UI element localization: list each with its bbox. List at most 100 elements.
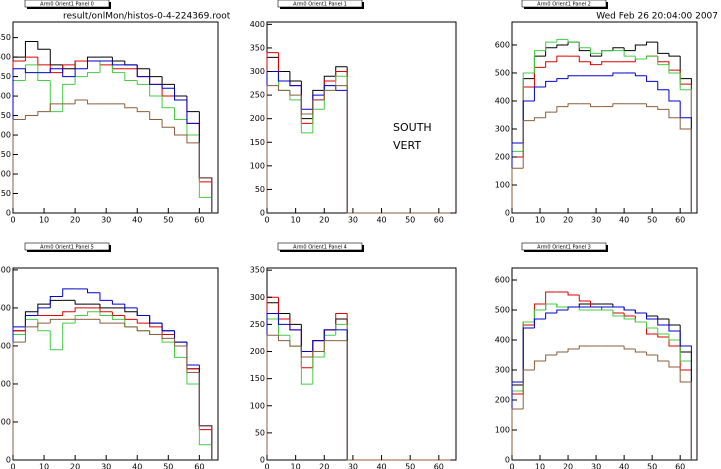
histogram-bin <box>623 307 636 311</box>
x-tick-label: 10 <box>291 463 301 469</box>
title-box <box>521 0 607 8</box>
x-tick-label: 40 <box>132 463 142 469</box>
x-tick-label: 40 <box>132 216 142 225</box>
y-tick-label: 0 <box>260 456 265 465</box>
x-tick-label: 0 <box>509 216 514 225</box>
histogram-bin <box>300 346 313 358</box>
histogram-bin <box>24 326 38 343</box>
x-tick-label: 10 <box>535 216 545 225</box>
histogram-bin <box>312 351 325 357</box>
histogram-bin <box>174 107 187 120</box>
y-tick-label: 200 <box>0 131 11 140</box>
histogram-bin <box>545 354 557 361</box>
histogram-bin <box>657 56 669 66</box>
histogram-bin <box>87 60 100 69</box>
histogram-bin <box>657 328 669 335</box>
histogram-bin <box>24 68 38 74</box>
histogram-bin <box>49 68 63 73</box>
histogram-bin <box>87 72 100 77</box>
y-tick-label: 300 <box>250 67 265 76</box>
histogram-bin <box>24 56 38 61</box>
histogram-bin <box>578 303 591 307</box>
y-tick-label: 50 <box>255 185 265 194</box>
histogram-bin <box>601 61 613 65</box>
x-tick-label: 60 <box>675 463 685 469</box>
x-tick-label: 60 <box>434 216 444 225</box>
panel-title: Arm0 Orient1 Panel 4 <box>293 244 347 250</box>
histogram-bin <box>124 307 138 313</box>
histogram-bin <box>567 348 580 352</box>
histogram-bin <box>657 106 669 110</box>
y-tick-label: 50 <box>1 189 11 198</box>
title-box <box>277 0 363 8</box>
histogram-bin <box>277 85 290 91</box>
histogram-bin <box>24 64 38 81</box>
histogram-bin <box>578 345 591 349</box>
histogram-bin <box>99 292 113 301</box>
x-tick-label: 30 <box>101 216 111 225</box>
histogram-bin <box>277 313 290 325</box>
histogram-bin <box>623 316 636 320</box>
histogram-bin <box>289 340 302 347</box>
panel-title: Arm0 Orient1 Panel 1 <box>293 1 347 7</box>
histogram-bin <box>589 47 602 54</box>
y-tick-label: 600 <box>495 40 510 49</box>
histogram-bin <box>335 75 348 86</box>
histogram-bin <box>646 75 658 82</box>
x-tick-label: 50 <box>405 216 415 225</box>
y-tick-label: 100 <box>0 170 11 179</box>
y-tick-label: 250 <box>0 111 11 120</box>
y-tick-label: 0 <box>505 209 510 218</box>
histogram-bin <box>277 71 290 82</box>
frame <box>511 267 698 461</box>
histogram-bin <box>149 323 163 328</box>
histogram-bin <box>136 319 150 324</box>
histogram-bin <box>646 352 658 356</box>
histogram-bin <box>300 346 313 385</box>
histogram-bin <box>49 103 63 112</box>
y-tick-label: 150 <box>250 138 265 147</box>
histogram-bin <box>634 349 647 353</box>
histogram-bin <box>335 323 348 336</box>
histogram-bin <box>323 89 336 100</box>
x-tick-label: 60 <box>194 216 204 225</box>
histogram-bin <box>556 44 569 48</box>
x-tick-label: 0 <box>10 216 15 225</box>
y-tick-label: 100 <box>495 426 510 435</box>
frame <box>12 21 219 214</box>
histogram-bin <box>545 80 557 87</box>
x-tick-label: 20 <box>70 463 80 469</box>
orientation-label: VERT <box>393 139 421 152</box>
histogram-bin <box>668 361 681 368</box>
histogram-bin <box>174 127 187 136</box>
histogram-bin <box>668 89 681 102</box>
frame <box>12 267 219 461</box>
y-tick-label: 200 <box>250 114 265 123</box>
histogram-bin <box>174 338 187 347</box>
x-tick-label: 30 <box>348 463 358 469</box>
side-label: SOUTH <box>393 121 432 134</box>
histogram-bin <box>124 304 138 309</box>
histogram-bin <box>567 306 580 310</box>
histogram-bin <box>323 340 336 352</box>
file-name: result/onlMon/histos-0-4-224369.root <box>63 12 231 22</box>
histogram-bin <box>74 315 88 324</box>
histogram-bin <box>589 103 602 108</box>
histogram-bin <box>161 323 175 332</box>
histogram-bin <box>37 64 51 81</box>
histogram-bin <box>612 310 625 317</box>
histogram-bin <box>24 40 38 58</box>
histogram-bin <box>87 311 100 316</box>
x-tick-label: 30 <box>591 216 601 225</box>
histogram-bin <box>37 307 51 316</box>
histogram-bin <box>12 118 26 213</box>
histogram-bin <box>522 369 535 409</box>
histogram-bin <box>511 167 524 213</box>
histogram-bin <box>37 41 51 50</box>
y-tick-label: 300 <box>0 341 11 350</box>
x-tick-label: 50 <box>163 463 173 469</box>
histogram-bin <box>567 103 580 107</box>
panel-title: Arm0 Orient1 Panel 2 <box>537 1 591 7</box>
histogram-bin <box>578 307 591 311</box>
